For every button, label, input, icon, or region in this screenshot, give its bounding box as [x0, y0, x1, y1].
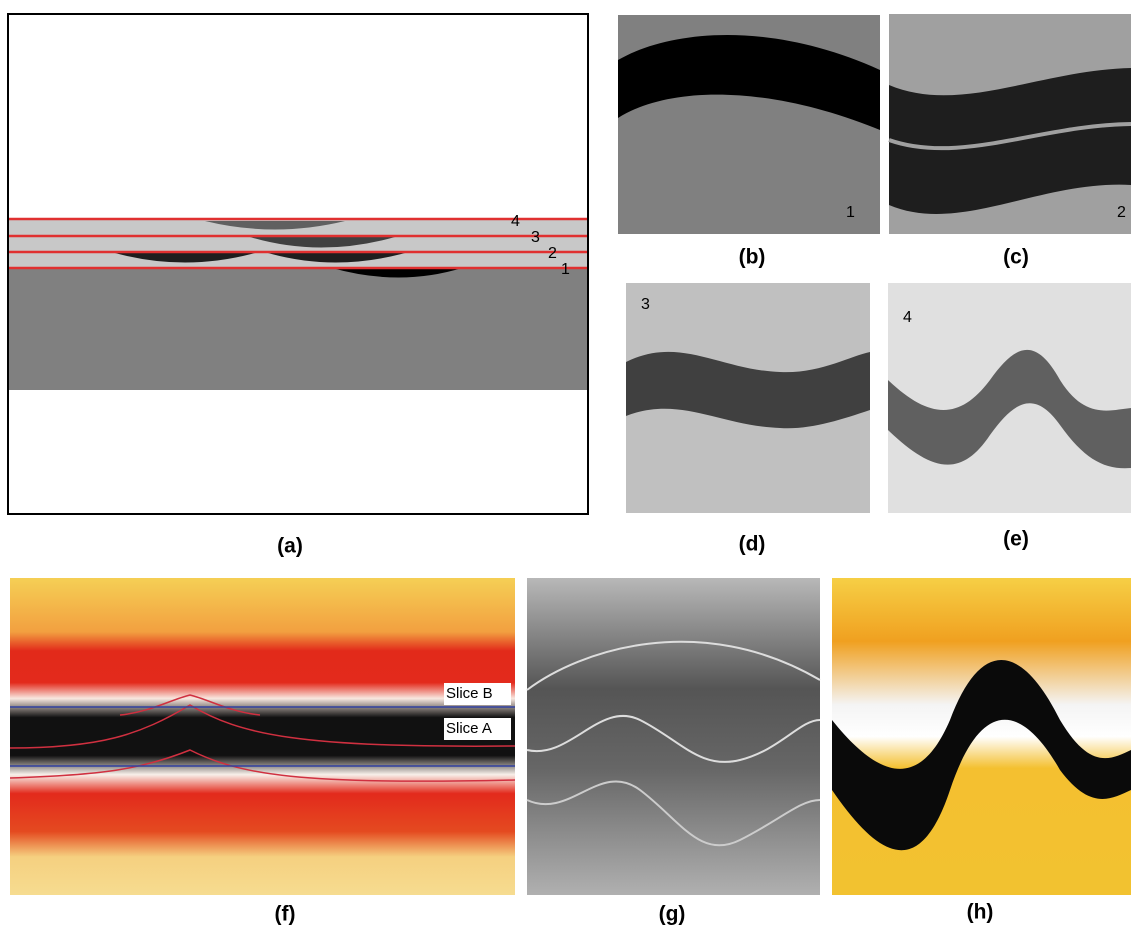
- image: [527, 578, 820, 895]
- layer-label: 3: [641, 296, 650, 313]
- layer-band: [9, 268, 587, 390]
- slice-label: Slice A: [446, 720, 492, 737]
- panel-caption: (h): [967, 901, 994, 924]
- interface: [888, 122, 1131, 151]
- curve: [119, 694, 261, 716]
- panel-caption: (g): [659, 903, 686, 926]
- panel-caption: (c): [1003, 246, 1029, 269]
- layer-label: 4: [511, 213, 520, 230]
- panel-h: (h): [832, 578, 1131, 924]
- layer-label: 1: [561, 261, 570, 278]
- layer-label: 2: [548, 245, 557, 262]
- layer: [626, 351, 870, 429]
- reflector: [526, 714, 821, 763]
- panel-caption: (a): [277, 535, 303, 558]
- layer-label: 3: [531, 229, 540, 246]
- layer: [832, 660, 1131, 851]
- slice-label: Slice B: [446, 685, 493, 702]
- label-box: [444, 683, 511, 705]
- reflector: [526, 640, 821, 691]
- curve: [9, 749, 516, 782]
- panel-g: (g): [526, 578, 821, 926]
- panel-d: 3 (d): [626, 283, 870, 556]
- panel-caption: (f): [275, 903, 296, 926]
- label-box: [444, 718, 511, 740]
- panel-b: 1 (b): [618, 15, 880, 269]
- layer-label: 2: [1117, 204, 1126, 221]
- lens: [268, 253, 405, 263]
- red-lines: [9, 217, 587, 270]
- panel-caption: (b): [739, 246, 766, 269]
- image: [832, 578, 1131, 895]
- panel-caption: (e): [1003, 528, 1029, 551]
- panel-caption: (d): [739, 533, 766, 556]
- layer-label: 4: [903, 309, 912, 326]
- layer: [888, 349, 1131, 469]
- image: [10, 578, 515, 895]
- panel-a: 4 3 2 1 (a): [7, 13, 589, 558]
- lens: [205, 221, 345, 230]
- curve: [9, 704, 516, 749]
- panel-e: 4 (e): [888, 283, 1131, 551]
- layer: [618, 35, 880, 130]
- panel-c: 2 (c): [888, 14, 1131, 269]
- lens: [250, 237, 395, 248]
- lens: [115, 253, 255, 263]
- layer-label: 1: [846, 204, 855, 221]
- lens: [332, 268, 462, 278]
- reflector: [526, 780, 821, 847]
- panel-f: Slice B Slice A (f): [9, 578, 516, 926]
